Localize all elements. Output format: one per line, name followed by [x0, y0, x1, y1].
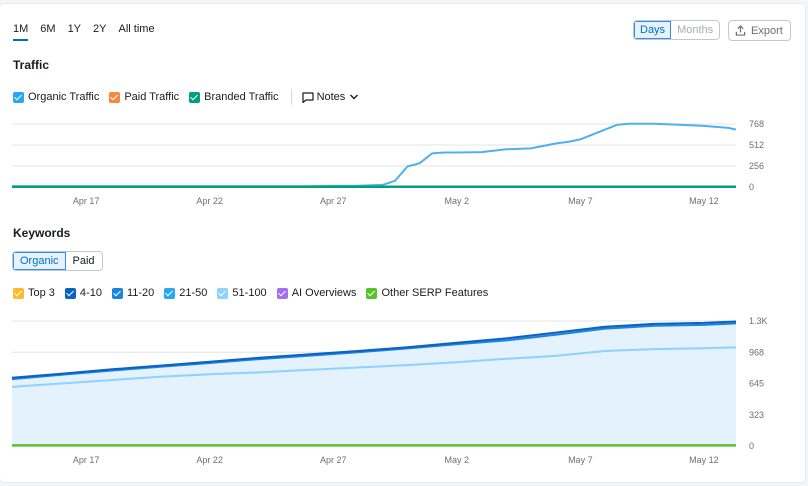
export-label: Export	[751, 24, 783, 37]
tab-6m[interactable]: 6M	[40, 23, 56, 35]
x-tick-label: Apr 22	[196, 196, 223, 206]
legend-label: 51-100	[232, 287, 267, 299]
chevron-down-icon	[350, 94, 359, 100]
series-line-11-20	[11, 322, 737, 381]
y-tick-label: 968	[749, 347, 764, 357]
notes-dropdown[interactable]: Notes	[301, 91, 363, 103]
notes-label: Notes	[316, 91, 346, 103]
y-tick-label: 512	[749, 140, 764, 150]
checkbox-icon	[64, 287, 76, 299]
checkbox-icon	[13, 287, 24, 299]
x-tick-label: Apr 27	[320, 455, 347, 465]
legend-label: 11-20	[126, 287, 155, 299]
legend-branded-traffic[interactable]: Branded Traffic	[189, 91, 279, 103]
y-tick-label: 768	[749, 119, 764, 129]
x-tick-label: May 7	[568, 455, 593, 465]
checkbox-icon	[111, 287, 123, 299]
export-icon	[735, 25, 746, 36]
legend-ai-overviews[interactable]: AI Overviews	[276, 287, 357, 299]
x-tick-label: May 7	[568, 196, 593, 206]
legend-label: Other SERP Features	[381, 287, 489, 299]
x-tick-label: Apr 17	[73, 196, 100, 206]
tab-all-time[interactable]: All time	[118, 23, 155, 35]
traffic-title: Traffic	[13, 58, 50, 72]
legend-label: 21-50	[179, 287, 208, 299]
note-icon	[301, 91, 314, 103]
legend-label: Branded Traffic	[204, 91, 279, 103]
keywords-title: Keywords	[13, 226, 71, 240]
y-tick-label: 1.3K	[749, 316, 768, 326]
x-tick-label: Apr 17	[73, 455, 100, 465]
keywords-legend: Top 3 4-10 11-20 21-50 51-100 AI Overvie…	[13, 287, 498, 299]
checkbox-icon	[189, 91, 201, 103]
traffic-chart: 768 512 256 0 Apr 17 Apr 22 Apr 27 May 2 May 7 Ma…	[12, 119, 764, 206]
days-button[interactable]: Days	[634, 21, 672, 39]
tab-1m[interactable]: 1M	[13, 23, 29, 41]
legend-4-10[interactable]: 4-10	[64, 287, 102, 299]
series-line-4-10	[11, 320, 737, 379]
legend-organic-traffic[interactable]: Organic Traffic	[13, 91, 99, 103]
series-line-organic-traffic	[12, 122, 737, 188]
legend-top-3[interactable]: Top 3	[13, 287, 55, 299]
x-tick-label: May 2	[445, 196, 470, 206]
legend-other-serp-features[interactable]: Other SERP Features	[366, 287, 488, 299]
tab-2y[interactable]: 2Y	[93, 23, 107, 35]
legend-divider	[290, 89, 292, 105]
legend-label: Organic Traffic	[28, 91, 100, 103]
y-tick-label: 645	[749, 379, 764, 389]
months-button[interactable]: Months	[671, 21, 720, 39]
legend-label: 4-10	[79, 287, 102, 299]
x-tick-label: May 12	[689, 455, 719, 465]
checkbox-icon	[13, 91, 24, 103]
keywords-chart: 1.3K 968 645 323 0 Apr 17 Apr 22 Apr 27 May 2 May…	[11, 316, 768, 465]
traffic-legend: Organic Traffic Paid Traffic Branded Tra…	[13, 89, 362, 105]
y-tick-label: 0	[749, 182, 754, 192]
paid-tab[interactable]: Paid	[65, 252, 102, 270]
checkbox-icon	[276, 287, 288, 299]
range-tabs: 1M 6M 1Y 2Y All time	[13, 23, 167, 41]
y-tick-label: 0	[749, 441, 754, 451]
tab-1y[interactable]: 1Y	[67, 23, 82, 35]
legend-11-20[interactable]: 11-20	[111, 287, 155, 299]
legend-label: Paid Traffic	[124, 91, 180, 103]
x-tick-label: May 12	[689, 196, 719, 206]
keywords-type-toggle: Organic Paid	[12, 251, 103, 271]
checkbox-icon	[109, 91, 121, 103]
granularity-toggle: Days Months	[633, 20, 721, 40]
x-tick-label: May 2	[445, 455, 470, 465]
checkbox-icon	[217, 287, 229, 299]
checkbox-icon	[366, 287, 378, 299]
legend-21-50[interactable]: 21-50	[164, 287, 207, 299]
checkbox-icon	[164, 287, 176, 299]
legend-label: Top 3	[28, 287, 55, 299]
y-tick-label: 323	[749, 410, 764, 420]
area-fill	[12, 321, 736, 446]
legend-51-100[interactable]: 51-100	[217, 287, 267, 299]
series-line-51-100	[11, 346, 737, 388]
x-tick-label: Apr 27	[320, 196, 347, 206]
legend-label: AI Overviews	[291, 287, 357, 299]
organic-tab[interactable]: Organic	[13, 252, 66, 270]
legend-paid-traffic[interactable]: Paid Traffic	[109, 91, 179, 103]
x-tick-label: Apr 22	[196, 455, 223, 465]
y-tick-label: 256	[749, 161, 764, 171]
export-button[interactable]: Export	[728, 20, 791, 41]
